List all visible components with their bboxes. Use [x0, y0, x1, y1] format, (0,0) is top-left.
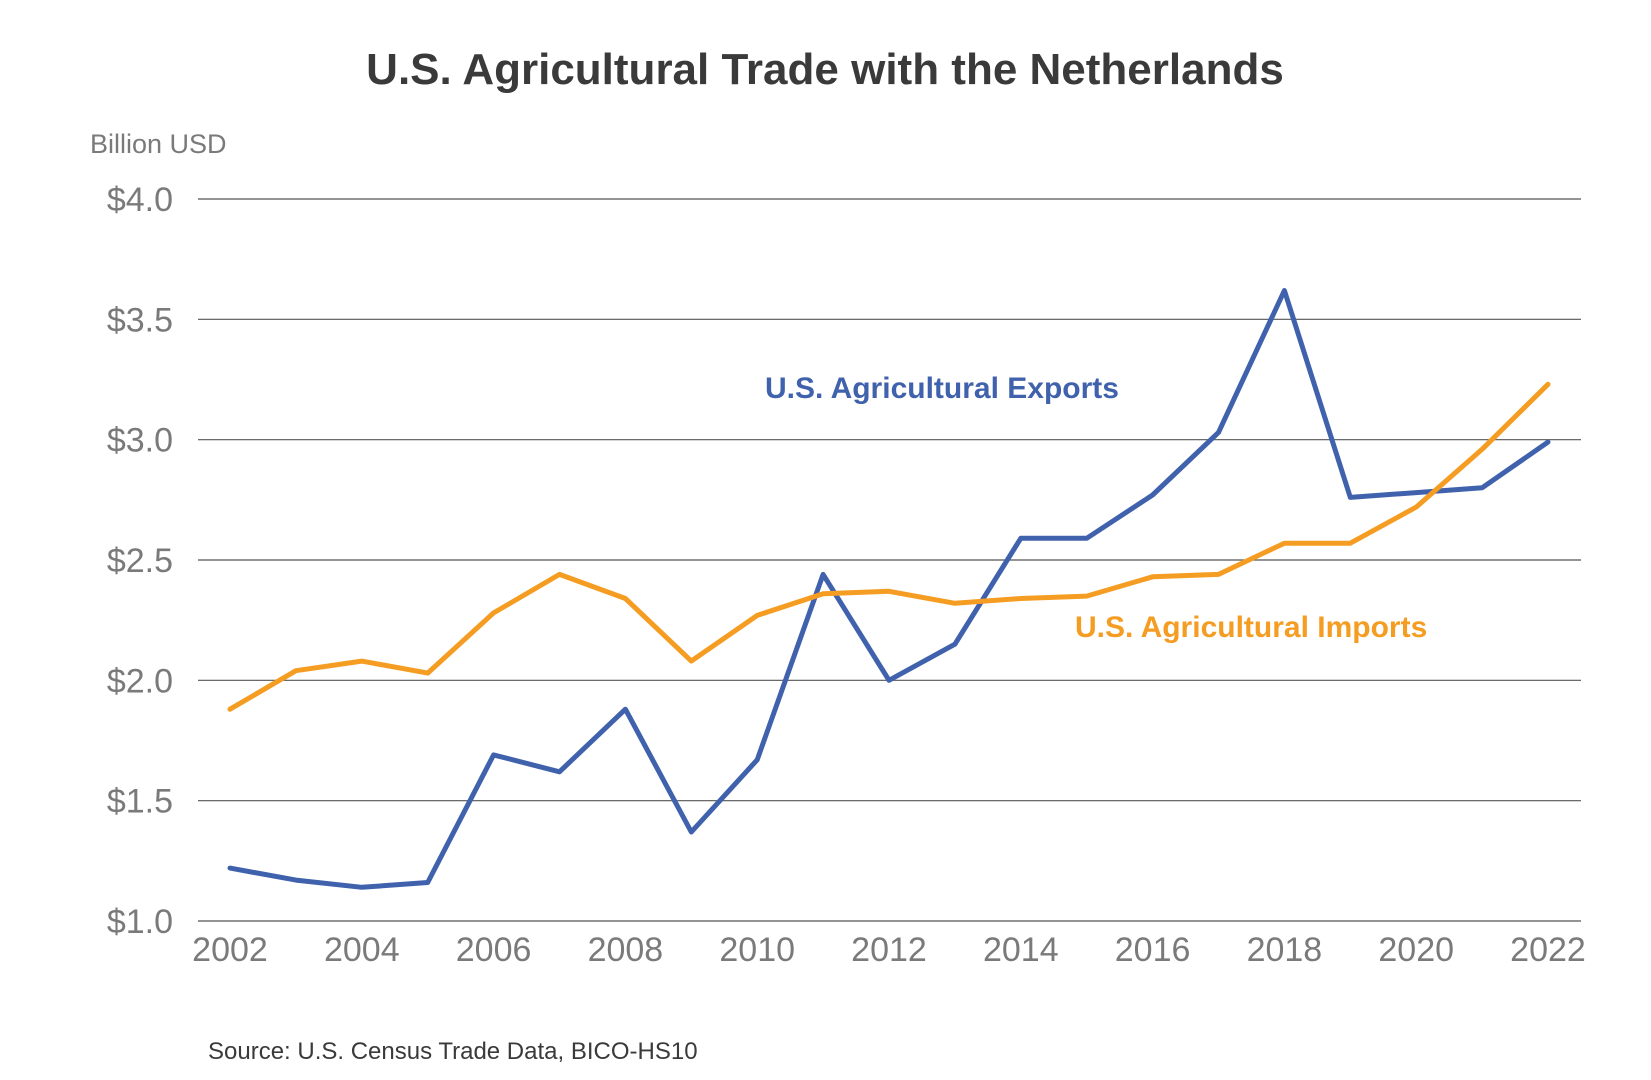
x-tick-label: 2008 — [588, 931, 664, 969]
y-tick-label: $4.0 — [107, 181, 173, 219]
series-label-imports: U.S. Agricultural Imports — [1075, 611, 1427, 644]
x-tick-label: 2010 — [719, 931, 795, 969]
exports-line — [227, 288, 1551, 890]
x-axis-ticks: 2002 2004 2006 2008 2010 2012 2014 2016 2018 2020… — [192, 931, 1586, 969]
y-tick-label: $1.0 — [107, 903, 173, 941]
y-axis-unit-label: Billion USD — [90, 129, 227, 159]
gridlines — [198, 198, 1581, 922]
x-tick-label: 2006 — [456, 931, 532, 969]
y-tick-label: $3.0 — [107, 422, 173, 460]
x-tick-label: 2012 — [851, 931, 927, 969]
x-tick-label: 2014 — [983, 931, 1059, 969]
x-tick-label: 2004 — [324, 931, 400, 969]
y-axis-ticks: $4.0 $3.5 $3.0 $2.5 $2.0 $1.5 $1.0 — [107, 181, 173, 941]
x-tick-label: 2020 — [1378, 931, 1454, 969]
chart-title: U.S. Agricultural Trade with the Netherl… — [366, 45, 1284, 94]
source-note: Source: U.S. Census Trade Data, BICO-HS1… — [208, 1038, 698, 1065]
y-tick-label: $3.5 — [107, 301, 173, 339]
series-lines — [227, 288, 1551, 890]
x-tick-label: 2016 — [1115, 931, 1191, 969]
x-tick-label: 2002 — [192, 931, 268, 969]
x-tick-label: 2022 — [1510, 931, 1586, 969]
y-tick-label: $2.0 — [107, 662, 173, 700]
x-tick-label: 2018 — [1247, 931, 1323, 969]
y-tick-label: $2.5 — [107, 542, 173, 580]
series-label-exports: U.S. Agricultural Exports — [765, 372, 1119, 405]
imports-line — [227, 381, 1551, 712]
y-tick-label: $1.5 — [107, 783, 173, 821]
